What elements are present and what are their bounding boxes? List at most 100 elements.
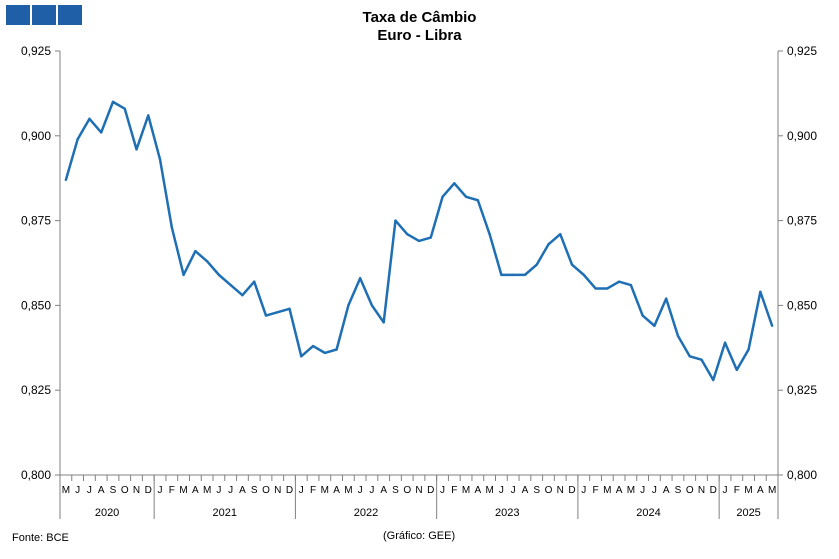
y-tick-label-left: 0,875 (21, 214, 51, 228)
data-point (547, 243, 550, 246)
data-point (64, 178, 68, 182)
x-month-label: J (358, 485, 363, 496)
data-point (158, 158, 162, 161)
data-point (123, 107, 126, 110)
x-month-label: S (675, 485, 682, 496)
x-year-label: 2022 (354, 507, 378, 519)
x-month-label: F (169, 485, 175, 496)
data-point (453, 182, 456, 185)
x-month-label: J (87, 485, 92, 496)
x-month-label: M (321, 485, 329, 496)
data-point (264, 314, 268, 317)
x-month-label: J (158, 485, 163, 496)
data-point (723, 341, 727, 344)
data-point (358, 277, 362, 280)
data-point (664, 297, 668, 300)
x-year-label: 2024 (636, 507, 660, 519)
x-month-label: N (415, 485, 422, 496)
x-month-label: J (369, 485, 374, 496)
x-month-label: D (286, 485, 293, 496)
x-month-label: D (145, 485, 152, 496)
x-month-label: M (203, 485, 211, 496)
data-point (464, 195, 468, 199)
data-point (406, 232, 409, 236)
y-tick-label-left: 0,825 (21, 383, 51, 397)
x-month-label: J (723, 485, 728, 496)
data-point (194, 249, 197, 253)
x-month-label: J (216, 485, 221, 496)
x-month-label: J (440, 485, 445, 496)
x-month-label: S (533, 485, 540, 496)
data-point (606, 287, 609, 290)
chart-title: Taxa de Câmbio (362, 9, 477, 26)
y-tick-label-right: 0,875 (787, 214, 817, 228)
x-month-label: D (427, 485, 434, 496)
x-month-label: S (392, 485, 399, 496)
data-point (594, 287, 597, 290)
x-month-label: M (485, 485, 493, 496)
y-tick-label-right: 0,850 (787, 298, 817, 312)
data-point (241, 294, 244, 297)
x-month-label: N (557, 485, 564, 496)
data-point (712, 378, 715, 382)
graphic-credit: (Gráfico: GEE) (383, 530, 456, 542)
x-year-label: 2020 (95, 507, 119, 519)
source-note: Fonte: BCE (12, 532, 69, 544)
data-point (394, 219, 397, 222)
x-month-label: J (581, 485, 586, 496)
y-tick-label-right: 0,825 (787, 383, 817, 397)
x-month-label: D (568, 485, 575, 496)
logo-block (58, 5, 82, 25)
x-month-label: N (133, 485, 140, 496)
y-tick-label-left: 0,900 (21, 129, 51, 143)
x-month-label: F (451, 485, 457, 496)
x-month-label: M (62, 485, 70, 496)
data-point (676, 334, 680, 338)
data-point (476, 199, 480, 202)
x-month-label: N (698, 485, 705, 496)
y-tick-label-left: 0,800 (21, 468, 51, 482)
data-point (311, 344, 315, 348)
y-tick-label-left: 0,925 (21, 44, 51, 58)
x-month-label: J (640, 485, 645, 496)
data-point (253, 280, 256, 283)
data-point (276, 310, 279, 314)
x-month-label: M (768, 485, 776, 496)
x-month-label: M (744, 485, 752, 496)
x-month-label: J (511, 485, 516, 496)
x-month-label: A (239, 485, 246, 496)
x-month-label: A (522, 485, 529, 496)
x-month-label: A (757, 485, 764, 496)
x-month-label: N (274, 485, 281, 496)
data-point (370, 304, 374, 307)
data-point (559, 232, 562, 236)
data-point (417, 239, 421, 243)
x-month-label: A (475, 485, 482, 496)
x-month-label: S (110, 485, 117, 496)
logo-block (32, 5, 56, 25)
data-point (570, 263, 574, 266)
x-month-label: J (228, 485, 233, 496)
x-year-label: 2021 (213, 507, 237, 519)
data-point (429, 236, 432, 239)
x-month-label: O (262, 485, 270, 496)
x-month-label: A (380, 485, 387, 496)
data-point (182, 273, 185, 277)
data-point (335, 348, 338, 351)
y-tick-label-right: 0,800 (787, 468, 817, 482)
x-month-label: S (251, 485, 258, 496)
data-point (441, 195, 444, 199)
x-month-label: A (333, 485, 340, 496)
x-month-label: A (98, 485, 105, 496)
data-point (688, 355, 691, 358)
data-point (653, 324, 656, 327)
data-point (100, 131, 103, 134)
data-point (617, 280, 621, 283)
x-month-label: F (593, 485, 599, 496)
data-point (205, 260, 209, 263)
data-point (535, 263, 538, 266)
data-point (135, 148, 138, 151)
x-month-label: O (121, 485, 129, 496)
data-point (111, 100, 115, 104)
data-point (488, 232, 491, 236)
